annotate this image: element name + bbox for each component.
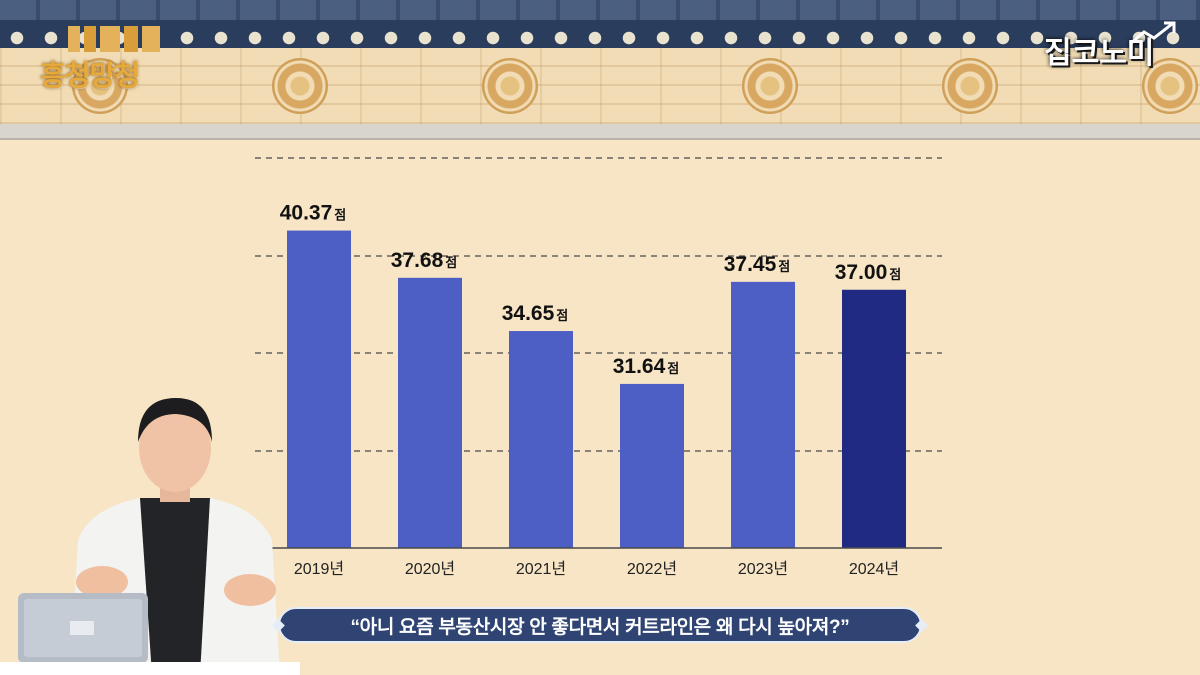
- bar-3: [620, 383, 684, 548]
- data-label-unit: 점: [778, 259, 790, 274]
- medallion-ornament: [742, 58, 798, 114]
- medallion-ornament: [72, 58, 128, 114]
- chart-bars: [287, 230, 906, 548]
- trend-arrow-icon: [1129, 21, 1176, 46]
- channel-logo-text: 집코노미: [1044, 37, 1155, 70]
- bar-1: [398, 277, 462, 548]
- medallion-ornament: [482, 58, 538, 114]
- roof-header-band: [0, 0, 1200, 48]
- chart-gridlines: [255, 157, 942, 452]
- data-label-0: 40.37 점: [280, 202, 347, 225]
- medallion-ornament: [272, 58, 328, 114]
- show-logo: 흥청망청: [34, 22, 164, 92]
- bar-5: [842, 289, 906, 548]
- data-label-5: 37.00 점: [835, 261, 902, 284]
- channel-logo: 집코노미: [1038, 18, 1188, 70]
- subtitle-caption: “아니 요즘 부동산시장 안 좋다면서 커트라인은 왜 다시 높아져?”: [272, 607, 928, 643]
- x-tick-label-3: 2022년: [627, 560, 677, 578]
- data-label-unit: 점: [334, 208, 346, 223]
- bar-0: [287, 230, 351, 548]
- bar-2: [509, 331, 573, 548]
- data-label-value: 37.45: [724, 253, 777, 276]
- data-label-4: 37.45 점: [724, 253, 791, 276]
- roof-tiles: [0, 0, 1200, 20]
- buildings-icon: [68, 26, 160, 52]
- brick-wall-band: [0, 48, 1200, 124]
- data-label-unit: 점: [556, 308, 568, 323]
- data-label-value: 37.68: [391, 249, 444, 272]
- x-tick-label-0: 2019년: [294, 560, 344, 578]
- x-tick-label-5: 2024년: [849, 560, 899, 578]
- data-label-value: 40.37: [280, 202, 333, 225]
- x-tick-label-2: 2021년: [516, 560, 566, 578]
- data-label-unit: 점: [445, 255, 457, 270]
- data-label-2: 34.65 점: [502, 302, 569, 325]
- medallion-ornament: [1142, 58, 1198, 114]
- show-logo-text: 흥청망청: [40, 59, 140, 92]
- laptop-icon: [18, 593, 148, 663]
- caption-text: “아니 요즘 부동산시장 안 좋다면서 커트라인은 왜 다시 높아져?”: [350, 616, 850, 638]
- data-label-1: 37.68 점: [391, 249, 458, 272]
- x-tick-label-1: 2020년: [405, 560, 455, 578]
- data-label-value: 34.65: [502, 302, 555, 325]
- data-label-value: 31.64: [613, 355, 666, 378]
- foreground-panel: [0, 662, 300, 675]
- data-label-3: 31.64 점: [613, 355, 680, 378]
- header-beam: [0, 124, 1200, 140]
- data-label-value: 37.00: [835, 261, 888, 284]
- bar-4: [731, 281, 795, 548]
- medallion-ornament: [942, 58, 998, 114]
- brick-pattern: [0, 48, 1200, 124]
- data-label-unit: 점: [667, 361, 679, 376]
- roof-studs: [0, 28, 1200, 48]
- data-label-unit: 점: [889, 267, 901, 282]
- x-tick-label-4: 2023년: [738, 560, 788, 578]
